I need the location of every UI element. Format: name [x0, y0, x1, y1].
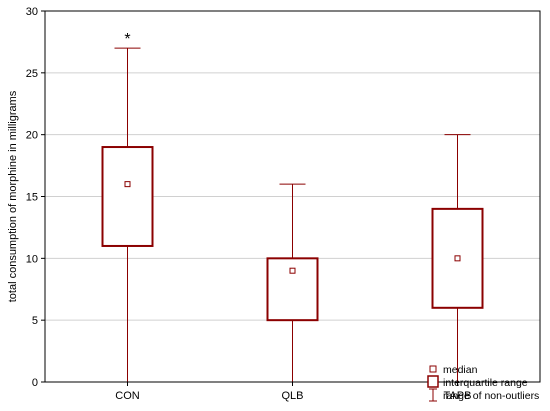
box-tapb — [431, 134, 484, 383]
median-marker — [289, 267, 296, 274]
y-tick-label: 0 — [32, 377, 38, 389]
legend-label: range of non-outliers — [443, 390, 539, 402]
legend-item-whisker: range of non-outliers — [429, 388, 539, 402]
legend-label: median — [443, 364, 478, 376]
interquartile-box — [266, 257, 319, 322]
y-tick-label: 10 — [26, 253, 38, 265]
x-axis: CON QLB TAPB — [115, 382, 471, 402]
y-tick-label: 30 — [26, 6, 38, 18]
y-tick-label: 25 — [26, 68, 38, 80]
x-tick-label: TAPB — [444, 390, 472, 402]
legend-median-icon — [429, 365, 437, 373]
median-marker — [454, 255, 461, 262]
y-axis-label: total consumption of morphine in milligr… — [7, 90, 19, 302]
box-qlb — [266, 183, 319, 383]
legend-item-box: interquartile range — [427, 375, 528, 389]
x-tick-label: QLB — [281, 390, 303, 402]
box-con: * — [101, 31, 154, 383]
y-tick-label: 5 — [32, 315, 38, 327]
median-marker — [124, 181, 131, 188]
x-tick-label: CON — [115, 390, 140, 402]
legend-item-median-square: median — [429, 364, 478, 376]
y-tick-label: 20 — [26, 130, 38, 142]
extreme-marker: * — [124, 31, 130, 48]
y-axis: 0 5 10 15 20 25 30 — [26, 6, 45, 389]
interquartile-box — [101, 146, 154, 247]
legend-box-icon — [427, 375, 439, 388]
legend-label: interquartile range — [443, 377, 528, 389]
boxes: * — [101, 31, 484, 383]
interquartile-box — [431, 207, 484, 309]
y-tick-label: 15 — [26, 192, 38, 204]
